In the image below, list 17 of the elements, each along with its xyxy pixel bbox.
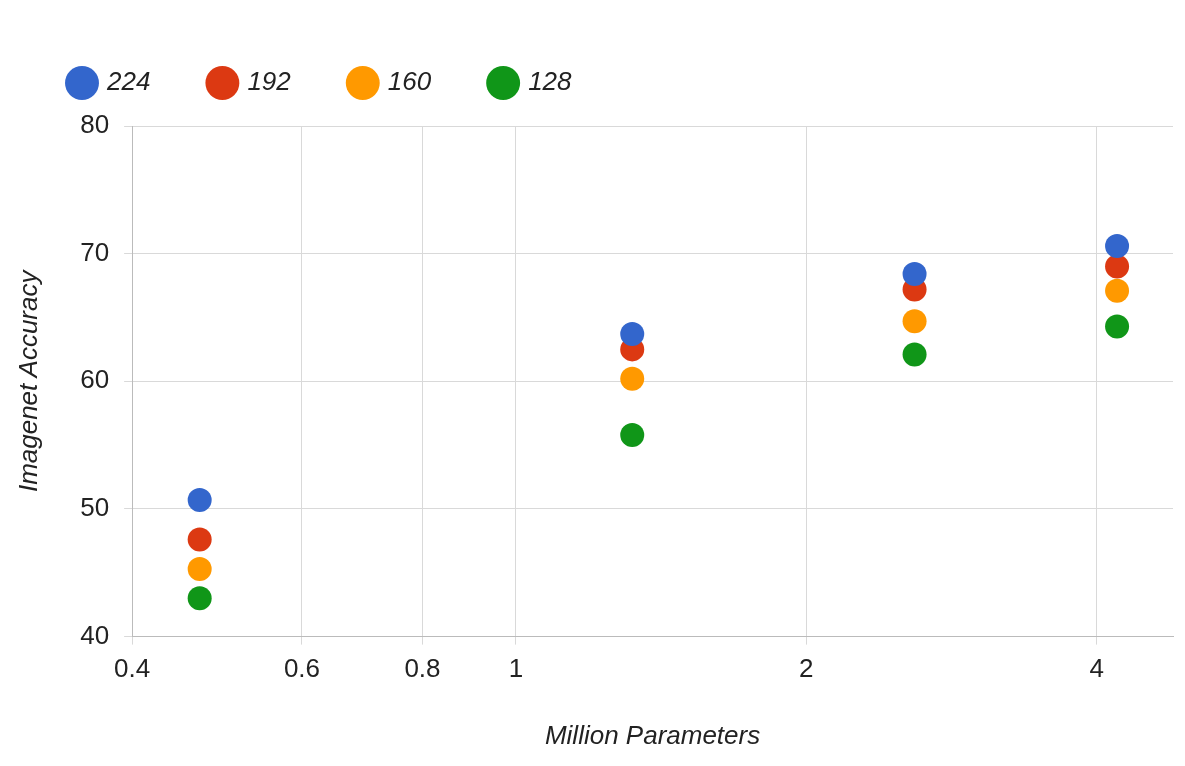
legend-label: 192: [247, 66, 292, 97]
legend-label: 128: [528, 66, 573, 97]
legend-label: 224: [106, 66, 151, 97]
x-tick-label: 1: [508, 653, 524, 684]
y-tick-label: 70: [80, 236, 110, 267]
x-tick-label: 0.8: [404, 653, 441, 684]
x-axis-title: Million Parameters: [544, 719, 761, 750]
y-axis-title: Imagenet Accuracy: [12, 268, 43, 493]
x-tick-label: 0.6: [283, 653, 321, 684]
x-tick-label: 0.4: [114, 653, 151, 684]
y-tick-label: 80: [80, 109, 110, 140]
y-tick-label: 50: [80, 492, 110, 523]
x-tick-label: 4: [1089, 653, 1104, 684]
x-tick-label: 2: [799, 653, 814, 684]
legend-label: 160: [387, 66, 432, 97]
y-tick-label: 40: [80, 619, 110, 650]
y-tick-label: 60: [80, 364, 110, 395]
